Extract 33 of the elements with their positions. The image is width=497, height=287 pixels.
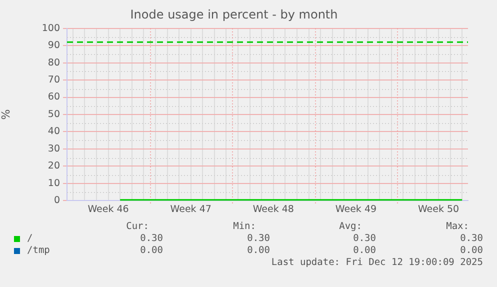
- x-tick-label: Week 46: [88, 204, 129, 215]
- text: 0.00: [247, 245, 270, 256]
- text: Avg:: [339, 221, 362, 232]
- legend-label: /tmp: [27, 245, 50, 256]
- y-tick-label: 60: [48, 92, 60, 103]
- text: Max:: [446, 221, 469, 232]
- text: Last update: Fri Dec 12 19:00:09 2025: [271, 257, 483, 268]
- x-tick-label: Week 47: [170, 204, 212, 215]
- y-tick-label: 80: [48, 57, 60, 68]
- y-tick-label: 40: [48, 126, 60, 138]
- text: Min:: [233, 221, 256, 232]
- y-tick-label: 10: [48, 178, 60, 189]
- text: 0.30: [247, 233, 270, 244]
- legend-label: /: [27, 233, 33, 244]
- text: 0.30: [353, 233, 376, 244]
- text: 0.30: [460, 233, 483, 244]
- text: 0.00: [353, 245, 376, 256]
- y-tick-label: 70: [48, 74, 60, 86]
- x-tick-label: Week 50: [418, 204, 460, 215]
- text: 0.30: [140, 233, 163, 244]
- y-tick-label: 30: [48, 143, 60, 154]
- text: 0.00: [460, 245, 483, 256]
- text: Cur:: [126, 221, 149, 232]
- y-tick-label: 20: [48, 160, 60, 172]
- chart-title: Inode usage in percent - by month: [130, 7, 338, 22]
- y-tick-label: 50: [48, 108, 60, 120]
- y-tick-label: 90: [48, 40, 60, 52]
- y-axis-title: %: [0, 109, 12, 120]
- x-tick-label: Week 49: [335, 204, 377, 215]
- y-tick-label: 0: [54, 195, 60, 206]
- x-tick-label: Week 48: [252, 204, 294, 215]
- text: 0.00: [140, 245, 163, 256]
- y-tick-label: 100: [42, 22, 60, 34]
